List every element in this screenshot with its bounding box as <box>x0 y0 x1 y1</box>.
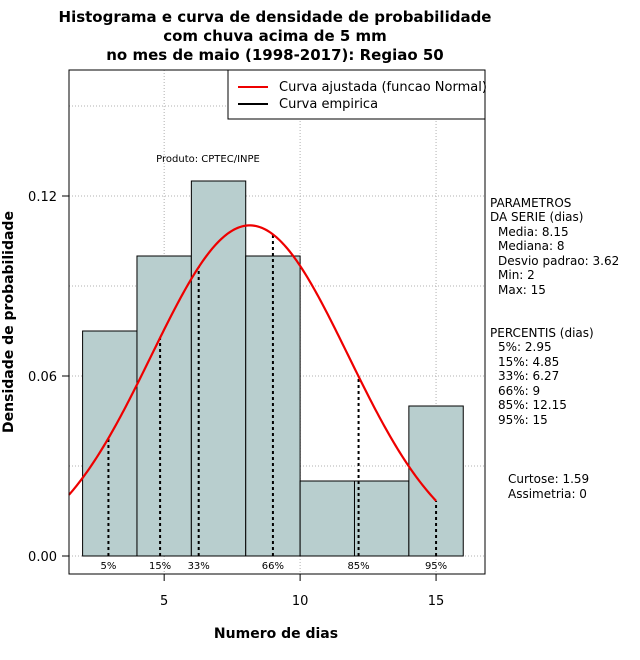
chart-legend: Curva ajustada (funcao Normal) Curva emp… <box>227 69 487 120</box>
percentile-label-5: 95% <box>425 561 447 572</box>
parametros-heading-2: DA SERIE (dias) <box>490 210 583 224</box>
param-mediana: Mediana: 8 <box>498 239 565 253</box>
percentil-33: 33%: 6.27 <box>498 369 559 383</box>
percentis-heading: PERCENTIS (dias) <box>490 326 594 340</box>
normal-curve-line <box>68 224 437 502</box>
x-axis-title: Numero de dias <box>214 626 338 642</box>
x-tick-label-0: 5 <box>160 594 168 609</box>
legend-label-empirical: Curva empirica <box>279 97 378 112</box>
y-axis-title: Densidade de probabilidade <box>1 211 17 433</box>
percentile-label-4: 85% <box>347 561 369 572</box>
param-max: Max: 15 <box>498 283 546 297</box>
percentile-label-2: 33% <box>188 561 210 572</box>
y-axis: 0.00 0.06 0.12 <box>28 190 69 565</box>
percentil-5: 5%: 2.95 <box>498 340 552 354</box>
percentil-85: 85%: 12.15 <box>498 398 567 412</box>
product-annotation: Produto: CPTEC/INPE <box>156 154 260 165</box>
chart-title: Histograma e curva de densidade de proba… <box>59 8 492 64</box>
title-line-3: no mes de maio (1998-2017): Regiao 50 <box>106 46 444 64</box>
histogram-bar-1 <box>136 255 192 557</box>
x-tick-label-2: 15 <box>428 594 445 609</box>
param-min: Min: 2 <box>498 268 535 282</box>
histogram-bar-2 <box>190 180 247 557</box>
percentil-95: 95%: 15 <box>498 413 548 427</box>
curtose-value: Curtose: 1.59 <box>508 472 589 486</box>
percentile-label-3: 66% <box>262 561 284 572</box>
histogram-bar-4 <box>299 480 355 557</box>
y-tick-label-0: 0.00 <box>28 550 57 565</box>
percentile-label-0: 5% <box>100 561 116 572</box>
legend-box <box>227 69 486 120</box>
percentil-15: 15%: 4.85 <box>498 355 559 369</box>
plot-area: 5% 15% 33% 66% 85% 95% <box>68 69 486 575</box>
y-tick-label-1: 0.06 <box>28 370 57 385</box>
histogram-bar-0 <box>82 330 138 557</box>
param-desvio: Desvio padrao: 3.62 <box>498 254 619 268</box>
parametros-heading-1: PARAMETROS <box>490 196 571 210</box>
histogram-bar-5 <box>353 480 410 557</box>
percentile-lines <box>107 234 438 556</box>
histogram-bar-6 <box>408 405 464 557</box>
assimetria-value: Assimetria: 0 <box>508 487 587 501</box>
percentile-label-1: 15% <box>149 561 171 572</box>
param-media: Media: 8.15 <box>498 225 569 239</box>
y-tick-label-2: 0.12 <box>28 190 57 205</box>
x-axis: 5 10 15 <box>160 574 444 609</box>
title-line-2: com chuva acima de 5 mm <box>163 27 387 45</box>
legend-label-normal: Curva ajustada (funcao Normal) <box>279 80 487 95</box>
statistics-panel: PARAMETROS DA SERIE (dias) Media: 8.15 M… <box>490 196 619 501</box>
percentile-labels: 5% 15% 33% 66% 85% 95% <box>100 561 447 572</box>
x-tick-label-1: 10 <box>292 594 309 609</box>
title-line-1: Histograma e curva de densidade de proba… <box>59 8 492 26</box>
percentil-66: 66%: 9 <box>498 384 540 398</box>
